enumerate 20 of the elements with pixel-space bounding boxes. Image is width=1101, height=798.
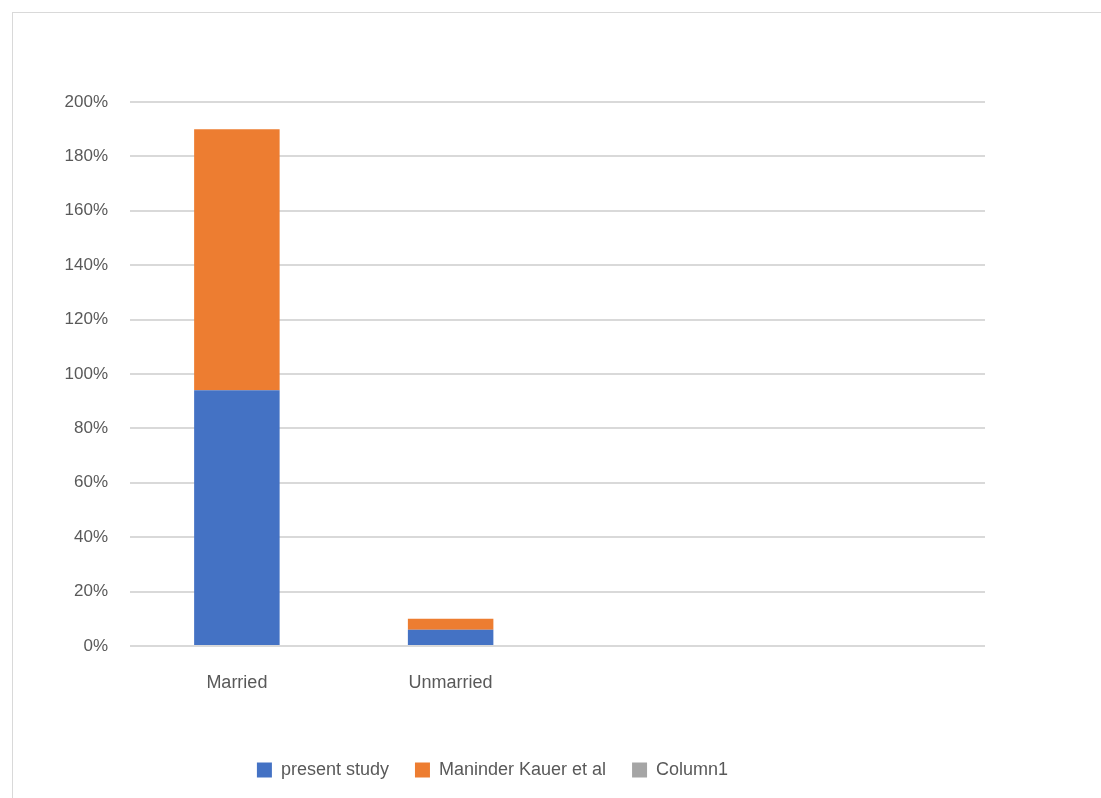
y-tick-label: 100% — [64, 363, 108, 383]
legend-label: Column1 — [656, 758, 729, 779]
y-tick-label: 60% — [73, 472, 108, 492]
legend-label: Maninder Kauer et al — [438, 758, 607, 779]
y-tick-label: 160% — [64, 200, 108, 220]
y-tick-label: 140% — [64, 254, 108, 274]
y-tick-label: 120% — [64, 309, 108, 329]
y-tick-label: 20% — [73, 581, 108, 601]
y-tick-label: 80% — [73, 418, 108, 438]
bar — [407, 618, 494, 630]
y-tick-label: 200% — [64, 91, 108, 111]
bar — [407, 629, 494, 645]
bar — [194, 390, 280, 645]
bar — [194, 129, 280, 391]
y-tick-label: 180% — [64, 146, 108, 166]
x-tick-label: Unmarried — [408, 671, 493, 692]
y-tick-label: 40% — [73, 526, 108, 546]
x-tick-label: Married — [206, 671, 268, 692]
y-tick-label: 0% — [83, 635, 108, 655]
legend-label: present study — [280, 758, 389, 779]
